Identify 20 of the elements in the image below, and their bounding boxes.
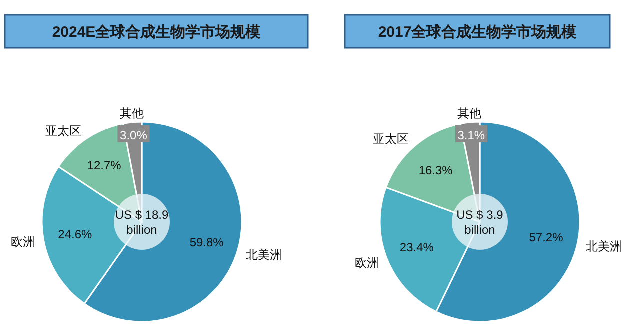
data-label: 3.0%	[120, 128, 148, 142]
slice-label: 北美洲	[586, 239, 622, 254]
text: US $ 18.9 billion	[115, 208, 170, 237]
slice-label: 欧洲	[354, 256, 379, 270]
slice-label: 北美洲	[246, 248, 282, 262]
data-label: 3.1%	[458, 128, 486, 142]
data-label: 16.3%	[418, 163, 454, 178]
text: US $ 3.9 billion	[456, 208, 504, 237]
slice-label: 亚太区	[373, 132, 410, 146]
slice-label: 其他	[120, 106, 144, 120]
slice-label: 亚太区	[46, 124, 82, 138]
data-label: 59.8%	[190, 235, 224, 250]
slice-label: 欧洲	[10, 235, 35, 250]
data-label: 12.7%	[87, 158, 122, 172]
data-label: 57.2%	[529, 230, 564, 244]
slice-label: 其他	[457, 106, 482, 121]
chart-title: 2017全球合成生物学市场规模	[378, 23, 578, 41]
data-label: 23.4%	[400, 240, 434, 254]
chart-title: 2024E全球合成生物学市场规模	[52, 23, 262, 41]
data-label: 24.6%	[58, 228, 93, 242]
